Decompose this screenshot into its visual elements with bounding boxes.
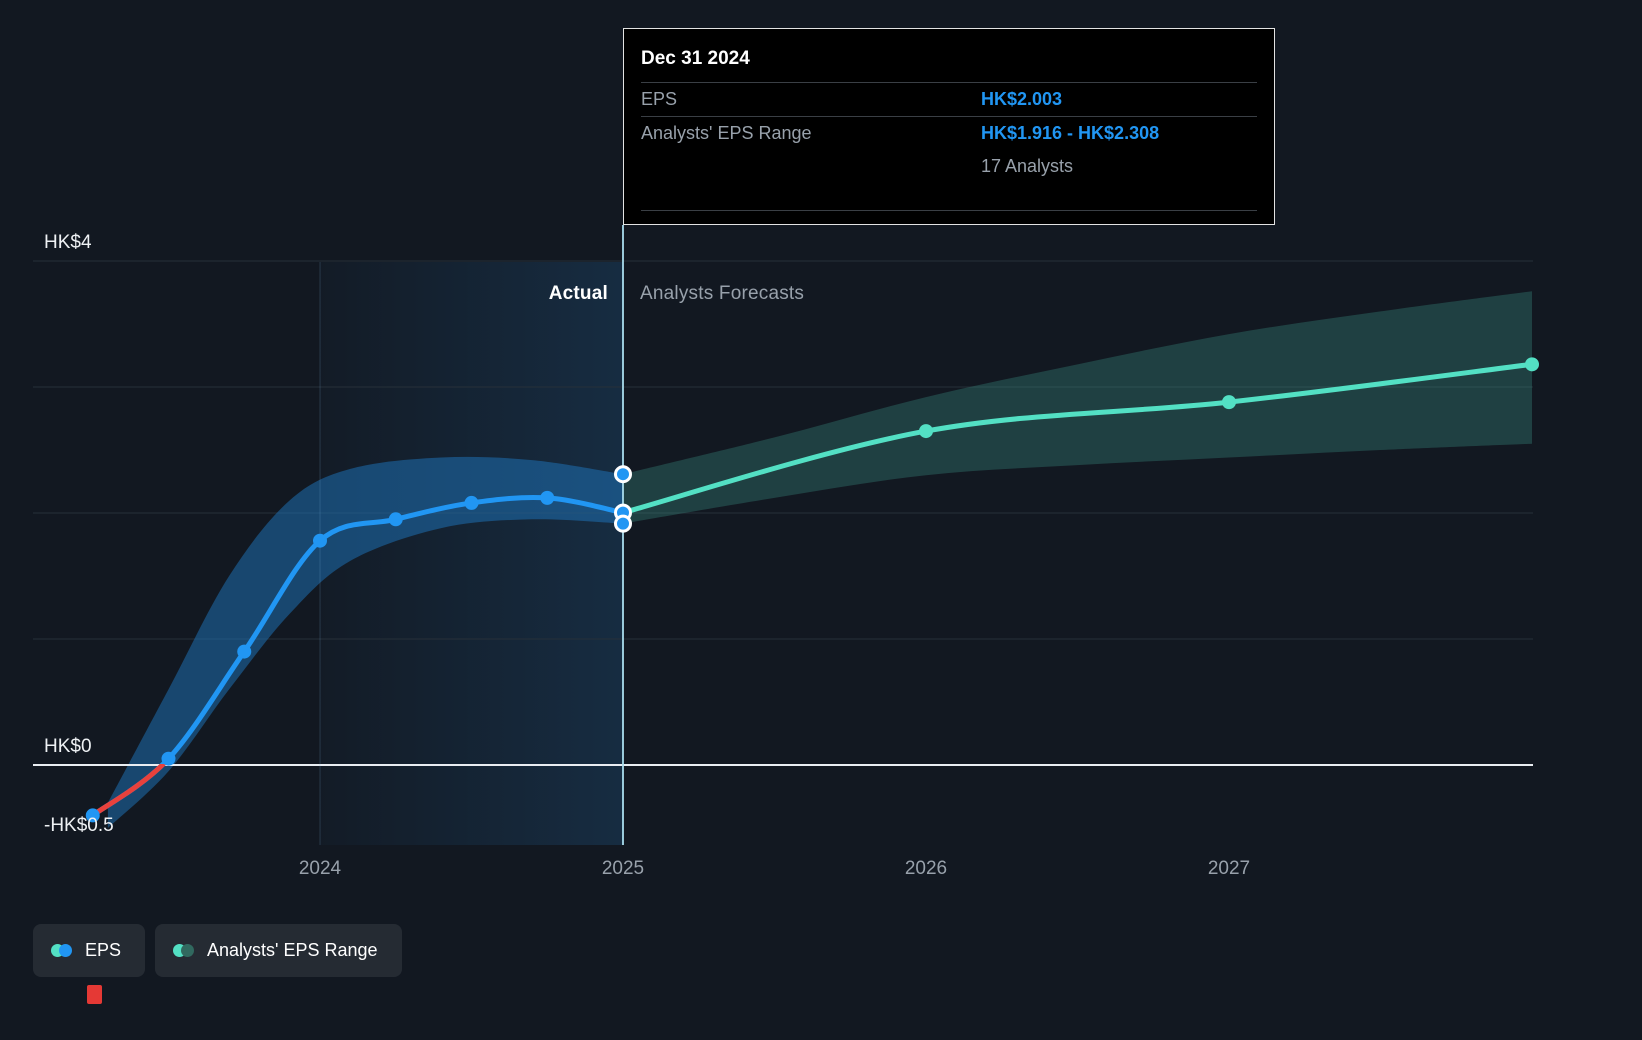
eps-dot	[313, 533, 327, 548]
legend-item-eps-range[interactable]: Analysts' EPS Range	[155, 924, 402, 977]
eps-dot	[85, 808, 100, 823]
eps-dot	[161, 751, 176, 766]
tooltip-analysts-row: 17 Analysts	[641, 150, 1257, 183]
tooltip-eps-value: HK$2.003	[981, 89, 1063, 109]
phase-label-actual: Actual	[548, 283, 608, 304]
forecast-dot	[919, 424, 933, 439]
tooltip-range-value: HK$1.916 - HK$2.308	[981, 123, 1160, 143]
highlighted-dot[interactable]	[614, 514, 632, 533]
legend-label-eps-range: Analysts' EPS Range	[207, 940, 378, 960]
forecast-dot	[1222, 395, 1236, 410]
blue-dot-icon	[59, 944, 72, 957]
chart-tooltip: Dec 31 2024 EPS HK$2.003 Analysts' EPS R…	[623, 28, 1275, 225]
x-axis-label: 2024	[298, 858, 342, 879]
eps-legend-dots-icon	[51, 944, 72, 957]
forecast-dot	[1525, 357, 1539, 372]
tooltip-eps-row: EPS HK$2.003	[641, 83, 1257, 116]
tooltip-range-row: Analysts' EPS Range HK$1.916 - HK$2.308	[641, 117, 1257, 150]
highlight-band	[320, 262, 623, 845]
y-axis-label: HK$4	[44, 232, 92, 253]
eps-dot	[464, 495, 479, 510]
x-axis-label: 2026	[904, 858, 948, 879]
eps-dot	[540, 490, 555, 505]
dark-teal-dot-icon	[181, 944, 195, 957]
tooltip-eps-label: EPS	[641, 89, 678, 109]
tooltip-divider	[641, 82, 1257, 83]
x-axis-label: 2027	[1207, 858, 1251, 879]
legend-label-eps: EPS	[85, 940, 122, 960]
eps-dot	[388, 512, 403, 527]
analysts-range-band-forecast	[623, 291, 1532, 524]
forecast-eps-line	[620, 361, 1533, 516]
tooltip-divider	[641, 210, 1257, 211]
tooltip-range-label: Analysts' EPS Range	[641, 123, 812, 143]
eps-dot	[237, 644, 252, 659]
y-axis-label: -HK$0.5	[44, 815, 114, 836]
tooltip-divider	[641, 116, 1257, 117]
analysts-range-band-actual	[107, 456, 623, 828]
range-legend-dots-icon	[173, 944, 195, 957]
tooltip-date: Dec 31 2024	[641, 48, 750, 69]
x-axis-label: 2025	[601, 858, 645, 879]
actual-eps-line	[90, 494, 626, 818]
highlighted-dot[interactable]	[614, 465, 632, 484]
legend-item-eps[interactable]: EPS	[33, 924, 146, 977]
y-axis-label: HK$0	[44, 736, 92, 757]
legend: EPS Analysts' EPS Range	[33, 924, 402, 977]
red-marker	[87, 985, 102, 1004]
tooltip-analyst-count: 17 Analysts	[981, 156, 1074, 176]
phase-label-forecast: Analysts Forecasts	[640, 283, 805, 304]
